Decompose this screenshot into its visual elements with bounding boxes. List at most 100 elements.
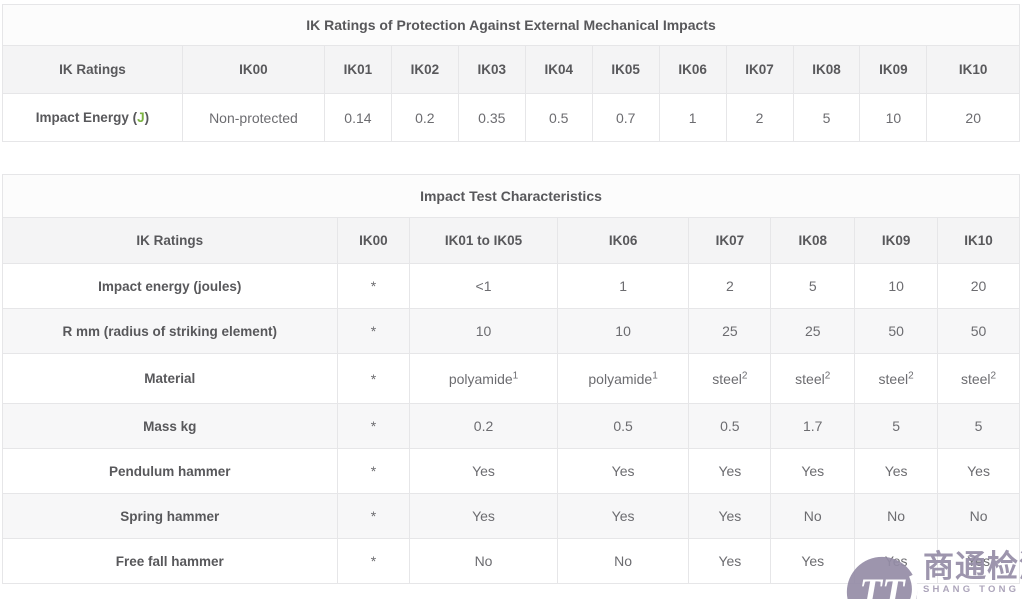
- table-cell: 2: [725, 93, 794, 142]
- cell-sup: 2: [824, 369, 831, 381]
- table-cell: 0.35: [457, 93, 526, 142]
- cell-text: *: [370, 463, 377, 479]
- table-row: Impact Energy (J) Non-protected 0.14 0.2…: [2, 93, 1020, 142]
- table1-header-row: IK Ratings IK00 IK01 IK02 IK03 IK04 IK05…: [2, 45, 1020, 94]
- table-cell: Yes: [770, 538, 856, 584]
- table-cell: steel2: [854, 353, 939, 404]
- table-cell: *: [336, 263, 411, 309]
- table-cell: 1: [556, 263, 690, 309]
- cell-text: No: [887, 508, 906, 524]
- cell-text: 10: [615, 323, 631, 339]
- cell-text: Yes: [801, 553, 825, 569]
- table1-title-row: IK Ratings of Protection Against Externa…: [2, 4, 1020, 46]
- cell-text: Yes: [967, 463, 990, 479]
- table-cell: Yes: [409, 448, 558, 494]
- table-cell: No: [770, 493, 856, 539]
- cell-text: 0.5: [613, 418, 633, 434]
- cell-text: *: [370, 323, 377, 339]
- cell-text: steel: [795, 370, 825, 387]
- table-cell: 10: [854, 263, 939, 309]
- table-cell: Yes: [409, 493, 558, 539]
- joule-unit: J: [137, 110, 145, 125]
- table-cell: 5: [770, 263, 856, 309]
- table-cell: 0.14: [323, 93, 392, 142]
- table-row: Pendulum hammer * Yes Yes Yes Yes Yes Ye…: [2, 448, 1020, 494]
- column-header: IK06: [556, 217, 690, 264]
- table-cell: polyamide1: [409, 353, 558, 404]
- cell-text: 10: [475, 323, 492, 339]
- table-cell: Yes: [688, 448, 772, 494]
- column-header: IK00: [181, 45, 325, 94]
- cell-text: 1: [619, 278, 627, 294]
- column-header: IK10: [926, 45, 1020, 94]
- table-cell: 0.5: [524, 93, 593, 142]
- table-cell: Yes: [937, 538, 1020, 584]
- table-cell: 5: [937, 403, 1020, 449]
- table-cell: No: [937, 493, 1020, 539]
- table1-title: IK Ratings of Protection Against Externa…: [2, 4, 1020, 46]
- cell-text: 25: [722, 323, 738, 339]
- cell-sup: 2: [908, 369, 914, 381]
- table-cell: steel2: [937, 353, 1020, 404]
- table-cell: Yes: [688, 493, 772, 539]
- table-cell: 1.7: [770, 403, 856, 449]
- table-cell: 0.5: [556, 403, 690, 449]
- cell-text: *: [370, 278, 377, 294]
- table-cell: No: [409, 538, 558, 584]
- cell-text: 50: [888, 323, 904, 339]
- table-cell: *: [336, 448, 411, 494]
- table-cell: *: [336, 308, 411, 354]
- row-label: Pendulum hammer: [2, 448, 338, 494]
- table-cell: Yes: [688, 538, 772, 584]
- table-cell: Yes: [556, 448, 690, 494]
- column-header: IK07: [725, 45, 794, 94]
- row-label: Spring hammer: [2, 493, 338, 539]
- cell-text: *: [370, 553, 377, 569]
- table-cell: 0.2: [409, 403, 558, 449]
- table-cell: Yes: [770, 448, 856, 494]
- cell-text: No: [969, 508, 988, 524]
- row-label: Impact energy (joules): [2, 263, 338, 309]
- table-row: Mass kg * 0.2 0.5 0.5 1.7 5 5: [2, 403, 1020, 449]
- cell-text: Yes: [472, 508, 495, 524]
- row-label: Free fall hammer: [2, 538, 338, 584]
- cell-text: 2: [725, 278, 734, 294]
- column-header: IK01 to IK05: [409, 217, 558, 264]
- column-header: IK05: [591, 45, 660, 94]
- cell-text: Yes: [611, 463, 635, 479]
- table-cell: 50: [854, 308, 939, 354]
- cell-text: Yes: [801, 463, 825, 479]
- table-cell: 0.2: [390, 93, 459, 142]
- column-header: IK04: [524, 45, 593, 94]
- cell-text: Yes: [472, 463, 495, 479]
- cell-text: polyamide: [448, 370, 513, 387]
- table-cell: Yes: [556, 493, 690, 539]
- table-cell: 0.7: [591, 93, 660, 142]
- table-cell: *: [336, 493, 411, 539]
- cell-text: steel: [878, 370, 909, 387]
- column-header: IK03: [457, 45, 526, 94]
- table2-title: Impact Test Characteristics: [2, 174, 1020, 218]
- cell-text: steel: [960, 370, 991, 387]
- table-cell: 10: [859, 93, 928, 142]
- cell-text: *: [370, 370, 377, 387]
- cell-sup: 1: [512, 369, 519, 381]
- table-cell: 5: [792, 93, 861, 142]
- table-cell: Yes: [854, 448, 939, 494]
- table-cell: No: [556, 538, 690, 584]
- table-cell: 10: [409, 308, 558, 354]
- row-label: Material: [2, 353, 338, 404]
- column-header: IK Ratings: [2, 217, 338, 264]
- row-label-text: Impact Energy (: [35, 110, 138, 125]
- cell-text: Yes: [611, 508, 635, 524]
- cell-text: 0.2: [473, 418, 494, 434]
- column-header: IK00: [336, 217, 411, 264]
- column-header: IK08: [770, 217, 856, 264]
- row-label: Mass kg: [2, 403, 338, 449]
- cell-text: 1.7: [803, 418, 823, 434]
- cell-text: <1: [475, 278, 492, 294]
- cell-text: 5: [808, 278, 817, 294]
- cell-text: 5: [974, 418, 983, 434]
- table-cell: *: [336, 403, 411, 449]
- table-cell: 2: [688, 263, 772, 309]
